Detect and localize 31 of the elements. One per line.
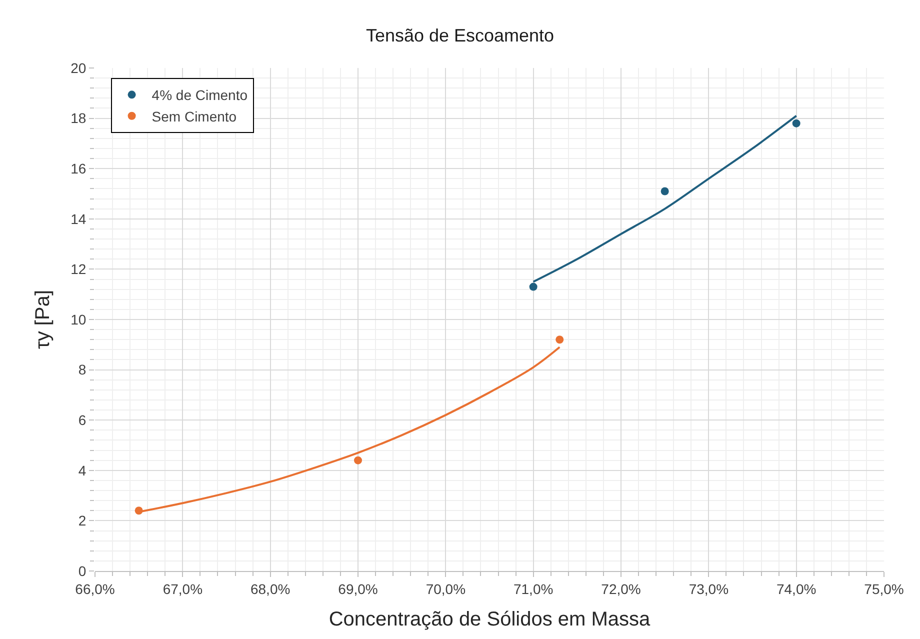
point xyxy=(354,456,362,464)
y-tick-label: 2 xyxy=(78,512,86,529)
x-tick-label: 72,0% xyxy=(601,580,641,597)
y-tick-label: 14 xyxy=(70,210,86,227)
point xyxy=(660,187,669,196)
y-tick-label: 10 xyxy=(70,311,86,328)
x-tick-label: 75,0% xyxy=(864,580,904,597)
x-tick-label: 73,0% xyxy=(688,580,729,597)
y-tick-label: 4 xyxy=(78,462,86,478)
point xyxy=(556,336,564,344)
x-tick-label: 66,0% xyxy=(75,580,115,597)
y-tick-label: 8 xyxy=(78,362,86,378)
legend-label: Sem Cimento xyxy=(152,108,237,124)
x-axis-title: Concentração de Sólidos em Massa xyxy=(328,608,652,630)
x-tick-label: 70,0% xyxy=(426,580,466,597)
y-tick-label: 12 xyxy=(70,261,86,278)
x-tick-label: 67,0% xyxy=(162,580,203,597)
x-tick-label: 69,0% xyxy=(338,580,378,597)
x-tick-label: 68,0% xyxy=(250,580,290,597)
y-tick-label: 20 xyxy=(70,60,86,76)
point xyxy=(529,282,538,291)
x-tick-label: 74,0% xyxy=(776,580,816,597)
y-tick-label: 6 xyxy=(78,412,86,428)
y-tick-label: 18 xyxy=(70,110,86,126)
y-tick-label: 16 xyxy=(70,160,86,176)
x-tick-label: 71,0% xyxy=(513,580,554,597)
point xyxy=(792,119,800,128)
y-tick-label: 0 xyxy=(78,562,86,579)
chart-title: Tensão de Escoamento xyxy=(366,25,554,46)
legend-label: 4% de Cimento xyxy=(152,87,248,104)
y-axis-title: τy [Pa] xyxy=(32,290,54,350)
